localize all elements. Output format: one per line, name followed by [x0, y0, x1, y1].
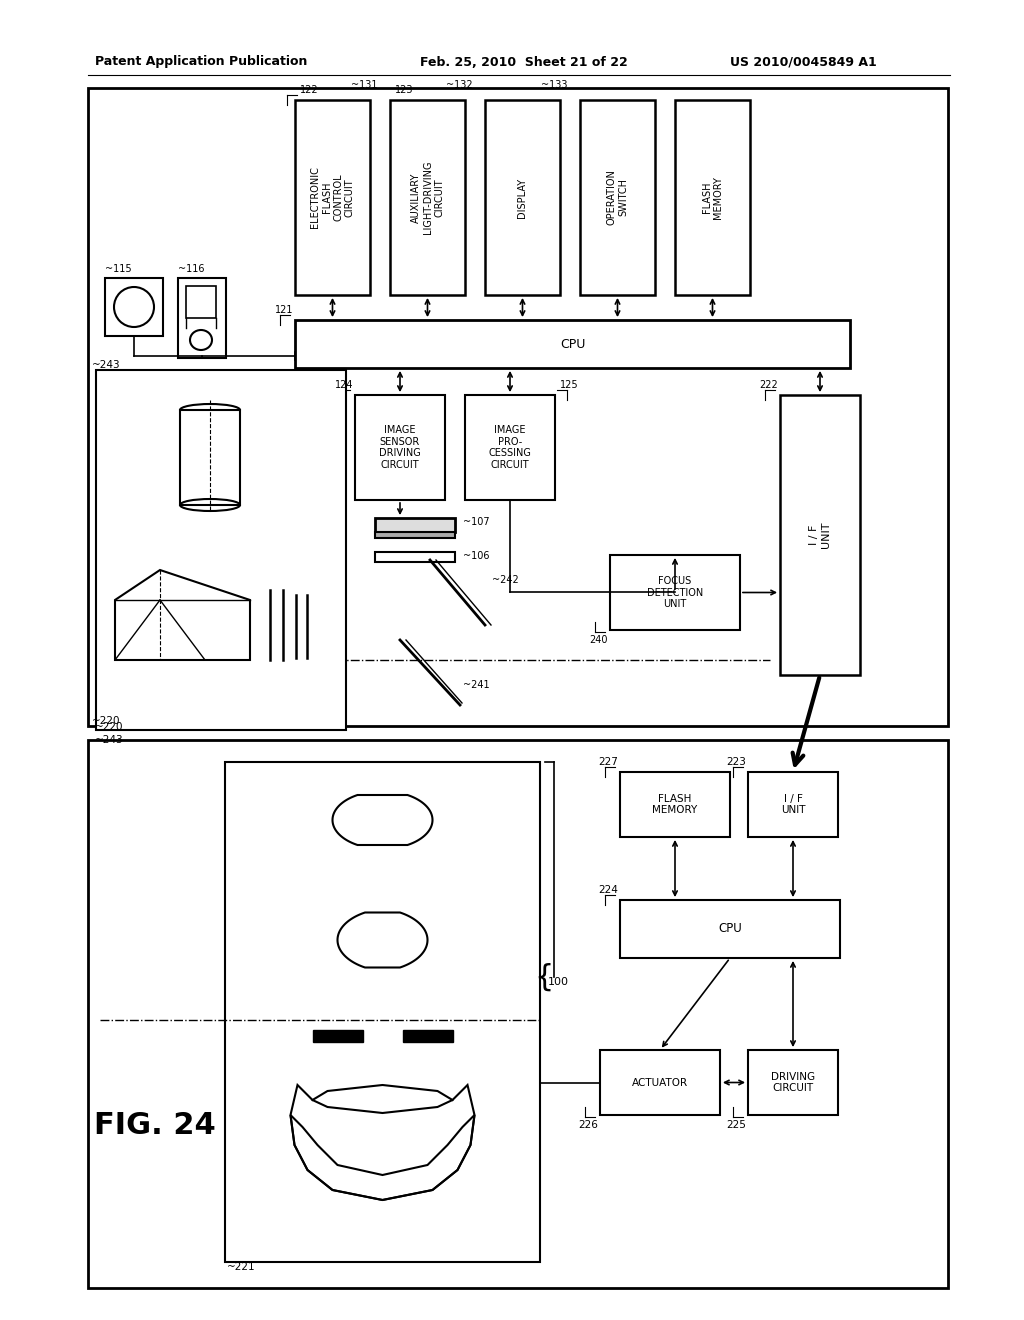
Bar	[465, 395, 555, 500]
Text: ~241: ~241	[463, 680, 489, 690]
Text: 225: 225	[726, 1119, 746, 1130]
Text: ACTUATOR: ACTUATOR	[632, 1077, 688, 1088]
Text: ~243: ~243	[92, 360, 121, 370]
Bar	[295, 100, 370, 294]
Bar	[600, 1049, 720, 1115]
Bar	[88, 88, 948, 726]
Bar	[748, 1049, 838, 1115]
Text: ~106: ~106	[463, 550, 489, 561]
Text: 226: 226	[579, 1119, 598, 1130]
Text: 125: 125	[560, 380, 579, 389]
Text: FLASH
MEMORY: FLASH MEMORY	[652, 793, 697, 816]
Text: ~107: ~107	[463, 517, 489, 527]
Bar	[748, 772, 838, 837]
Text: Patent Application Publication: Patent Application Publication	[95, 55, 307, 69]
Bar	[375, 517, 455, 532]
Bar	[375, 552, 455, 562]
Text: {: {	[535, 962, 554, 991]
Bar	[390, 100, 465, 294]
Text: 223: 223	[726, 756, 746, 767]
Text: FOCUS
DETECTION
UNIT: FOCUS DETECTION UNIT	[647, 576, 703, 609]
Text: ~242: ~242	[492, 576, 519, 585]
Bar	[675, 100, 750, 294]
Bar	[620, 900, 840, 958]
Text: ~220: ~220	[92, 715, 121, 726]
Text: ELECTRONIC
FLASH
CONTROL
CIRCUIT: ELECTRONIC FLASH CONTROL CIRCUIT	[310, 166, 355, 228]
Bar	[355, 395, 445, 500]
Text: Feb. 25, 2010  Sheet 21 of 22: Feb. 25, 2010 Sheet 21 of 22	[420, 55, 628, 69]
Bar	[88, 741, 948, 1288]
Bar	[580, 100, 655, 294]
Text: CPU: CPU	[718, 923, 741, 936]
Text: CPU: CPU	[560, 338, 585, 351]
Bar	[96, 370, 346, 730]
Text: FLASH
MEMORY: FLASH MEMORY	[701, 176, 723, 219]
Bar	[375, 532, 455, 539]
Text: 124: 124	[335, 380, 353, 389]
Text: ~115: ~115	[105, 264, 132, 275]
Text: DISPLAY: DISPLAY	[517, 177, 527, 218]
Text: AUXILIARY
LIGHT-DRIVING
CIRCUIT: AUXILIARY LIGHT-DRIVING CIRCUIT	[411, 161, 444, 234]
Bar	[178, 279, 226, 358]
Text: 100: 100	[548, 977, 569, 987]
Bar	[610, 554, 740, 630]
Text: US 2010/0045849 A1: US 2010/0045849 A1	[730, 55, 877, 69]
Text: ~243: ~243	[95, 735, 124, 744]
Bar	[620, 772, 730, 837]
Text: ~133: ~133	[542, 81, 568, 90]
Text: ~220: ~220	[95, 722, 124, 733]
Text: 222: 222	[759, 380, 778, 389]
Bar	[105, 279, 163, 337]
Text: FIG. 24: FIG. 24	[94, 1110, 216, 1139]
Bar	[225, 762, 540, 1262]
Text: 224: 224	[598, 884, 618, 895]
Bar	[485, 100, 560, 294]
Text: ~132: ~132	[446, 81, 473, 90]
Text: IMAGE
SENSOR
DRIVING
CIRCUIT: IMAGE SENSOR DRIVING CIRCUIT	[379, 425, 421, 470]
Text: I / F
UNIT: I / F UNIT	[780, 793, 805, 816]
Text: 122: 122	[300, 84, 318, 95]
Text: DRIVING
CIRCUIT: DRIVING CIRCUIT	[771, 1072, 815, 1093]
Text: 123: 123	[395, 84, 414, 95]
Text: ~131: ~131	[351, 81, 378, 90]
Text: ~116: ~116	[178, 264, 205, 275]
Text: I / F
UNIT: I / F UNIT	[809, 521, 830, 548]
Bar	[180, 411, 240, 506]
Bar	[402, 1030, 453, 1041]
Text: ~221: ~221	[227, 1262, 256, 1272]
Text: 227: 227	[598, 756, 618, 767]
Text: 121: 121	[274, 305, 293, 315]
Bar	[312, 1030, 362, 1041]
Text: OPERATION
SWITCH: OPERATION SWITCH	[606, 169, 629, 226]
Bar	[186, 286, 216, 318]
Text: 240: 240	[590, 635, 608, 645]
Bar	[780, 395, 860, 675]
Bar	[295, 319, 850, 368]
Text: IMAGE
PRO-
CESSING
CIRCUIT: IMAGE PRO- CESSING CIRCUIT	[488, 425, 531, 470]
